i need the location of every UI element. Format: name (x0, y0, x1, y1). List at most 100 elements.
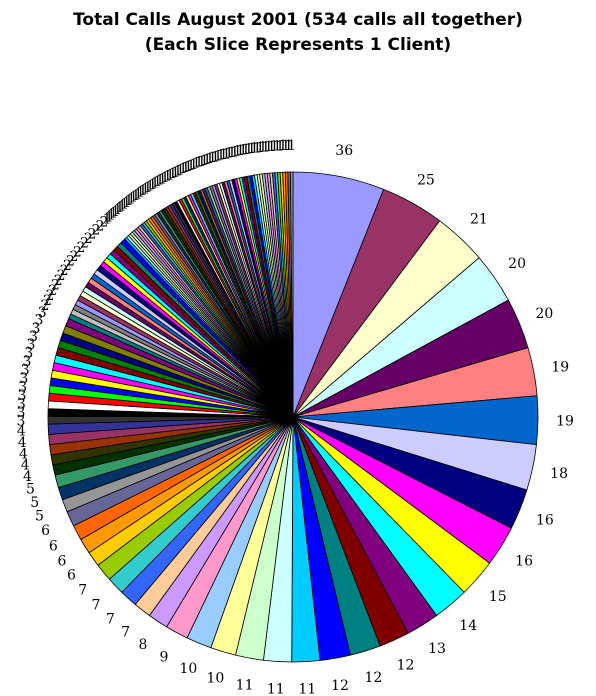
slice-label: 1 (192, 156, 201, 172)
slice-label: 36 (335, 143, 353, 159)
slice-label: 1 (103, 211, 112, 227)
slice-label: 3 (24, 346, 33, 362)
slice-label: 21 (470, 211, 488, 227)
slice-label: 2 (48, 283, 57, 299)
slice-label: 1 (195, 155, 204, 171)
slice-label: 1 (143, 180, 152, 196)
slice-label: 11 (236, 678, 254, 694)
slice-label: 1 (139, 183, 148, 199)
slice-label: 20 (508, 256, 526, 272)
slice-label: 1 (125, 193, 134, 209)
slice-label: 1 (136, 185, 145, 201)
slice-label: 1 (176, 162, 185, 178)
slice-label: 1 (200, 153, 209, 169)
slice-label: 1 (208, 150, 217, 166)
slice-label: 6 (41, 523, 50, 539)
slice-label: 2 (88, 227, 97, 243)
slice-label: 4 (17, 424, 26, 440)
slice-label: 3 (26, 337, 35, 353)
slice-label: 7 (121, 624, 130, 640)
slice-label: 3 (38, 305, 47, 321)
slice-label: 3 (19, 371, 28, 387)
pie-slice (290, 171, 294, 418)
slice-label: 1 (153, 174, 162, 190)
slice-label: 5 (35, 509, 44, 525)
slice-label: 19 (556, 414, 574, 430)
slice-label: 1 (230, 144, 239, 160)
slice-label: 1 (179, 161, 188, 177)
slice-label: 1 (161, 170, 170, 186)
slice-label: 1 (166, 167, 175, 183)
slice-label: 2 (51, 278, 60, 294)
slice-label: 1 (203, 152, 212, 168)
slice-label: 1 (189, 157, 198, 173)
slice-label: 12 (331, 678, 349, 694)
slice-label: 1 (148, 177, 157, 193)
slice-label: 1 (163, 169, 172, 185)
slice-label: 2 (54, 273, 63, 289)
slice-label: 2 (95, 218, 104, 234)
slice-label: 1 (216, 148, 225, 164)
slice-label: 1 (173, 164, 182, 180)
slice-label: 1 (158, 171, 167, 187)
slice-label: 1 (225, 146, 234, 162)
slice-label: 20 (535, 306, 553, 322)
slice-label: 1 (105, 210, 114, 226)
slice-label: 6 (49, 539, 58, 555)
slice-label: 1 (111, 204, 120, 220)
slice-label: 3 (17, 388, 26, 404)
slice-label: 1 (211, 149, 220, 165)
slice-label: 1 (168, 166, 177, 182)
slice-label: 11 (267, 682, 285, 696)
slice-label: 2 (84, 231, 93, 247)
slice-label: 1 (256, 140, 265, 156)
slice-label: 1 (205, 151, 214, 167)
slice-label: 2 (76, 240, 85, 256)
slice-label: 1 (107, 208, 116, 224)
slice-label: 13 (428, 641, 446, 657)
slice-label: 1 (134, 186, 143, 202)
slice-label: 2 (100, 214, 109, 230)
slice-label: 2 (63, 258, 72, 274)
slice-label: 2 (80, 235, 89, 251)
slice-label: 19 (551, 360, 569, 376)
slice-label: 1 (156, 173, 165, 189)
slice-label: 3 (17, 414, 26, 430)
slice-label: 1 (253, 140, 262, 156)
slice-label: 7 (91, 598, 100, 614)
slice-label: 7 (78, 583, 87, 599)
slice-label: 5 (30, 495, 39, 511)
slice-label: 3 (35, 313, 44, 329)
slice-label: 1 (242, 142, 251, 158)
slice-label: 2 (69, 249, 78, 265)
slice-label: 1 (171, 165, 180, 181)
slice-label: 25 (417, 173, 435, 189)
slice-label: 3 (29, 329, 38, 345)
slice-label: 1 (267, 139, 276, 155)
slice-label: 1 (197, 154, 206, 170)
slice-label: 7 (106, 612, 115, 628)
slice-label: 3 (18, 379, 27, 395)
slice-label: 1 (146, 179, 155, 195)
slice-label: 3 (17, 405, 26, 421)
slice-label: 1 (187, 158, 196, 174)
slice-label: 3 (17, 396, 26, 412)
slice-label: 3 (32, 321, 41, 337)
slice-label: 4 (18, 435, 27, 451)
slice-label: 1 (118, 198, 127, 214)
slice-label: 1 (127, 191, 136, 207)
slice-label: 12 (364, 670, 382, 686)
slice-label: 3 (22, 354, 31, 370)
slice-label: 1 (184, 159, 193, 175)
slice-label: 2 (41, 298, 50, 314)
slice-label: 2 (57, 268, 66, 284)
slice-label: 1 (214, 149, 223, 165)
slice-label: 1 (261, 139, 270, 155)
slice-label: 1 (116, 200, 125, 216)
slice-label: 6 (57, 553, 66, 569)
slice-label: 3 (21, 362, 30, 378)
slice-label: 2 (60, 263, 69, 279)
chart-subtitle: (Each Slice Represents 1 Client) (144, 35, 452, 55)
slice-label: 1 (250, 141, 259, 157)
